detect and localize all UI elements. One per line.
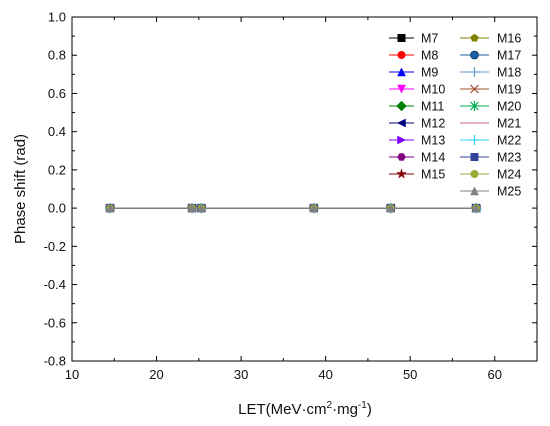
y-tick-label: 0.0	[48, 201, 66, 216]
x-tick-label: 20	[149, 367, 163, 382]
legend-label: M19	[497, 83, 521, 97]
data-point	[386, 203, 396, 213]
legend-label: M13	[421, 134, 445, 148]
legend-label: M24	[497, 168, 521, 182]
x-tick-label: 40	[318, 367, 332, 382]
legend-item: M19	[460, 83, 521, 97]
legend-label: M17	[497, 49, 521, 63]
legend-item: M21	[460, 117, 521, 131]
legend-label: M14	[421, 151, 445, 165]
legend-marker	[397, 67, 406, 77]
legend-marker	[396, 100, 407, 112]
data-point	[309, 203, 319, 213]
series-M25	[105, 203, 481, 213]
legend-label: M16	[497, 32, 521, 46]
legend-label: M10	[421, 83, 445, 97]
legend-item: M25	[460, 185, 521, 199]
legend-item: M14	[389, 151, 445, 165]
legend-marker	[469, 67, 480, 77]
x-axis-label: LET(MeV·cm2·mg-1)	[238, 400, 372, 418]
legend-label: M7	[421, 32, 438, 46]
y-tick-label: -0.4	[44, 277, 66, 292]
legend-marker	[470, 170, 479, 178]
y-tick-label: 0.2	[48, 162, 66, 177]
x-tick-label: 30	[234, 367, 248, 382]
legend-marker	[397, 34, 406, 42]
legend-marker	[395, 168, 408, 179]
legend-item: M24	[460, 168, 521, 182]
legend-item: M12	[389, 117, 445, 131]
legend-label: M18	[497, 66, 521, 80]
legend-item: M11	[389, 100, 444, 114]
y-tick-label: 1.0	[48, 10, 66, 25]
legend-item: M17	[460, 49, 521, 63]
legend-item: M7	[389, 32, 438, 46]
plot-layer: 10 20 30 40 50 60 -0.8 -0.6 -0.4 -0.2 0.0 0.2 0.4 0.6…	[44, 10, 538, 382]
legend-label: M8	[421, 49, 438, 63]
y-tick-label: -0.8	[44, 354, 66, 369]
data-point	[471, 203, 481, 213]
legend-marker	[470, 50, 479, 60]
legend-label: M15	[421, 168, 445, 182]
y-tick-label: 0.6	[48, 86, 66, 101]
y-tick-label: 0.8	[48, 48, 66, 63]
data-point	[196, 203, 206, 213]
legend-item: M22	[460, 134, 521, 148]
legend-marker	[469, 135, 480, 145]
legend-item: M8	[389, 49, 438, 63]
legend-label: M25	[497, 185, 521, 199]
x-tick-label: 60	[487, 367, 501, 382]
legend-label: M21	[497, 117, 521, 131]
legend-item: M10	[389, 83, 445, 97]
legend-label: M22	[497, 134, 521, 148]
data-point	[187, 203, 197, 213]
legend-label: M11	[421, 100, 444, 114]
data-point	[105, 203, 115, 213]
x-tick-label: 50	[403, 367, 417, 382]
y-tick-label: -0.2	[44, 239, 66, 254]
y-tick-label: -0.6	[44, 315, 66, 330]
legend: M7 M8 M9 M10 M11 M12 M13 M14 M15 M16 M17 M18 M19 M20 M…	[389, 32, 521, 199]
x-tick-label: 10	[65, 367, 79, 382]
legend-marker	[470, 84, 479, 94]
legend-item: M15	[389, 168, 445, 182]
legend-item: M16	[460, 32, 521, 46]
legend-item: M23	[460, 151, 521, 165]
legend-marker	[396, 118, 406, 128]
legend-label: M9	[421, 66, 438, 80]
y-tick-label: 0.4	[48, 124, 66, 139]
legend-marker	[469, 101, 480, 111]
legend-label: M23	[497, 151, 521, 165]
legend-marker	[470, 186, 479, 196]
legend-label: M12	[421, 117, 445, 131]
legend-marker	[470, 33, 479, 42]
y-axis-label: Phase shift (rad)	[12, 134, 29, 244]
legend-item: M18	[460, 66, 521, 80]
legend-marker	[397, 153, 406, 161]
legend-item: M20	[460, 100, 521, 114]
legend-marker	[397, 84, 406, 94]
legend-label: M20	[497, 100, 521, 114]
legend-marker	[397, 135, 407, 145]
legend-item: M13	[389, 134, 445, 148]
legend-marker	[470, 153, 479, 161]
legend-marker	[397, 51, 406, 59]
legend-item: M9	[389, 66, 438, 80]
